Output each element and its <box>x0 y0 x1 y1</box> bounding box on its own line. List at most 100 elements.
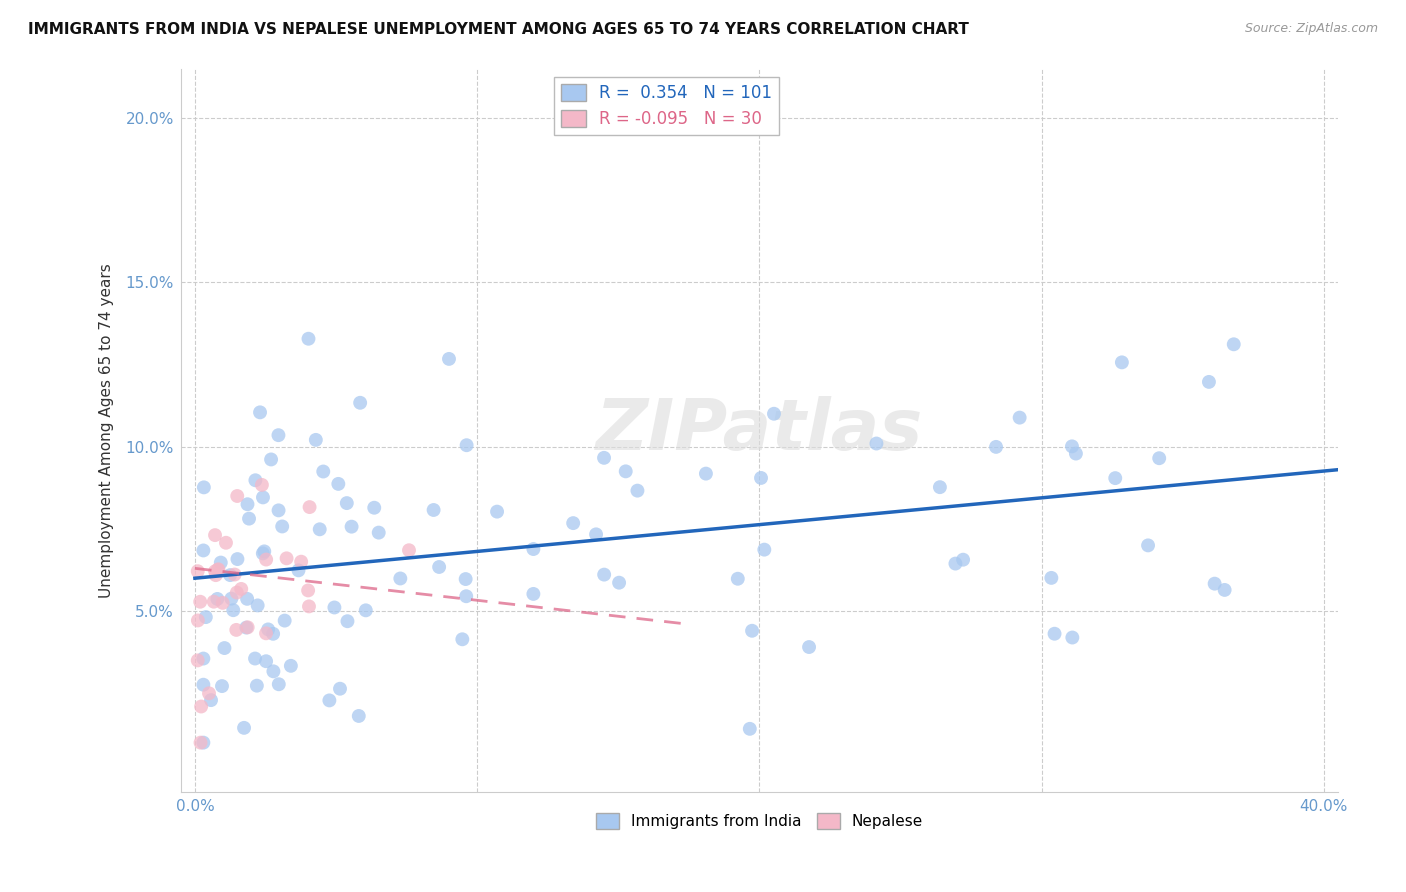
Point <box>585 527 607 541</box>
Point <box>271 519 294 533</box>
Point <box>593 567 616 582</box>
Point <box>695 467 717 481</box>
Point <box>225 585 247 599</box>
Point <box>1198 375 1220 389</box>
Point <box>267 428 290 442</box>
Point <box>389 572 412 586</box>
Point <box>1204 576 1226 591</box>
Point <box>193 543 215 558</box>
Text: ZIPatlas: ZIPatlas <box>596 396 924 465</box>
Point <box>224 567 246 582</box>
Point <box>204 568 226 582</box>
Point <box>1147 451 1170 466</box>
Point <box>427 560 450 574</box>
Point <box>1062 631 1084 645</box>
Point <box>209 556 232 570</box>
Point <box>298 500 321 514</box>
Point <box>349 396 371 410</box>
Point <box>328 476 350 491</box>
Point <box>188 595 211 609</box>
Point <box>1008 410 1031 425</box>
Point <box>252 491 274 505</box>
Point <box>562 516 585 530</box>
Point <box>754 542 776 557</box>
Point <box>298 599 321 614</box>
Legend: Immigrants from India, Nepalese: Immigrants from India, Nepalese <box>589 806 929 835</box>
Text: Source: ZipAtlas.com: Source: ZipAtlas.com <box>1244 22 1378 36</box>
Point <box>204 564 226 578</box>
Point <box>207 591 229 606</box>
Point <box>236 591 259 606</box>
Point <box>1043 626 1066 640</box>
Point <box>194 610 217 624</box>
Point <box>214 641 236 656</box>
Point <box>252 546 274 560</box>
Point <box>437 351 460 366</box>
Point <box>236 620 259 634</box>
Point <box>749 471 772 485</box>
Point <box>454 572 477 586</box>
Point <box>211 679 233 693</box>
Point <box>254 552 277 566</box>
Point <box>522 587 544 601</box>
Point <box>254 654 277 668</box>
Point <box>200 693 222 707</box>
Point <box>231 582 253 596</box>
Point <box>193 651 215 665</box>
Point <box>354 603 377 617</box>
Point <box>190 699 212 714</box>
Point <box>267 503 290 517</box>
Point <box>451 632 474 647</box>
Point <box>267 677 290 691</box>
Point <box>340 519 363 533</box>
Point <box>593 450 616 465</box>
Point <box>984 440 1007 454</box>
Point <box>253 544 276 558</box>
Text: IMMIGRANTS FROM INDIA VS NEPALESE UNEMPLOYMENT AMONG AGES 65 TO 74 YEARS CORRELA: IMMIGRANTS FROM INDIA VS NEPALESE UNEMPL… <box>28 22 969 37</box>
Point <box>1222 337 1244 351</box>
Point <box>865 436 887 450</box>
Point <box>290 555 312 569</box>
Point <box>945 557 967 571</box>
Point <box>287 563 309 577</box>
Point <box>738 722 761 736</box>
Point <box>226 552 249 566</box>
Point <box>219 568 242 582</box>
Point <box>456 589 478 603</box>
Point <box>250 478 273 492</box>
Point <box>211 596 233 610</box>
Point <box>297 583 319 598</box>
Point <box>1213 582 1236 597</box>
Point <box>1040 571 1063 585</box>
Point <box>193 678 215 692</box>
Point <box>280 658 302 673</box>
Point <box>246 679 269 693</box>
Point <box>312 465 335 479</box>
Point <box>262 627 284 641</box>
Point <box>297 332 319 346</box>
Point <box>187 614 209 628</box>
Point <box>486 505 509 519</box>
Point <box>347 709 370 723</box>
Point <box>198 686 221 700</box>
Point <box>193 736 215 750</box>
Point <box>305 433 328 447</box>
Point <box>1137 538 1160 552</box>
Point <box>190 736 212 750</box>
Point <box>318 693 340 707</box>
Point <box>202 595 225 609</box>
Point <box>207 562 229 576</box>
Y-axis label: Unemployment Among Ages 65 to 74 years: Unemployment Among Ages 65 to 74 years <box>100 263 114 598</box>
Point <box>308 522 330 536</box>
Point <box>222 603 245 617</box>
Point <box>257 623 280 637</box>
Point <box>262 665 284 679</box>
Point <box>235 621 257 635</box>
Point <box>797 640 820 654</box>
Point <box>273 614 295 628</box>
Point <box>522 542 544 557</box>
Point <box>1060 439 1083 453</box>
Point <box>928 480 950 494</box>
Point <box>260 452 283 467</box>
Point <box>226 489 249 503</box>
